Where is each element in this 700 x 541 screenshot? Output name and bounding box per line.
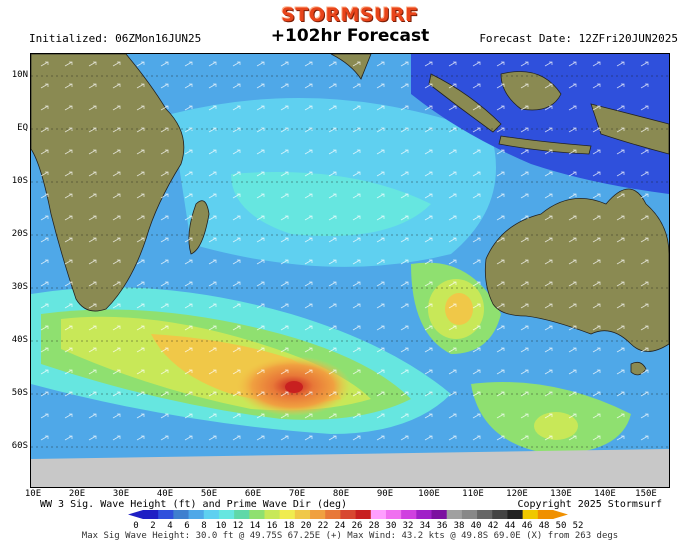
lon-label: 130E (550, 489, 572, 499)
scale-swatch (264, 510, 280, 519)
scale-swatch (477, 510, 493, 519)
lon-label: 10E (25, 489, 41, 499)
scale-label: 10 (216, 521, 227, 531)
scale-label: 52 (573, 521, 584, 531)
scale-swatch (507, 510, 523, 519)
lat-label: 20S (2, 229, 28, 239)
scale-swatch (234, 510, 250, 519)
scale-label: 40 (471, 521, 482, 531)
scale-swatch (432, 510, 448, 519)
max-wave-center (285, 381, 303, 393)
scale-label: 34 (420, 521, 431, 531)
scale-swatch (204, 510, 220, 519)
lon-label: 20E (69, 489, 85, 499)
color-scale-bar (128, 510, 568, 519)
scale-swatch (462, 510, 478, 519)
scale-label: 36 (437, 521, 448, 531)
scale-swatch (538, 510, 554, 519)
scale-label: 46 (522, 521, 533, 531)
scale-label: 26 (352, 521, 363, 531)
scale-label: 32 (403, 521, 414, 531)
lon-label: 50E (201, 489, 217, 499)
scale-swatch (386, 510, 402, 519)
scale-swatch (356, 510, 372, 519)
scale-label: 0 (133, 521, 138, 531)
scale-label: 2 (150, 521, 155, 531)
map-canvas (31, 54, 669, 487)
lat-label: EQ (2, 123, 28, 133)
scale-swatch (219, 510, 235, 519)
scale-swatch (310, 510, 326, 519)
copyright-label: Copyright 2025 Stormsurf (518, 499, 663, 510)
scale-swatch (143, 510, 159, 519)
lat-label: 30S (2, 282, 28, 292)
scale-swatch (249, 510, 265, 519)
lat-label: 60S (2, 441, 28, 451)
lat-label: 10S (2, 176, 28, 186)
lon-label: 40E (157, 489, 173, 499)
product-title: WW 3 Sig. Wave Height (ft) and Prime Wav… (40, 499, 347, 510)
scale-arrow-left (128, 510, 143, 519)
scale-label: 48 (539, 521, 550, 531)
scale-label: 20 (301, 521, 312, 531)
scale-label: 38 (454, 521, 465, 531)
lat-label: 40S (2, 335, 28, 345)
scale-swatch (523, 510, 539, 519)
scale-arrow-right (553, 510, 568, 519)
scale-label: 18 (284, 521, 295, 531)
scale-label: 24 (335, 521, 346, 531)
scale-swatch (189, 510, 205, 519)
scale-swatch (401, 510, 417, 519)
lon-label: 150E (635, 489, 657, 499)
scale-label: 14 (250, 521, 261, 531)
scale-swatch (340, 510, 356, 519)
lon-label: 60E (245, 489, 261, 499)
scale-label: 22 (318, 521, 329, 531)
wave-height-map (30, 53, 670, 488)
lon-label: 80E (333, 489, 349, 499)
scale-label: 30 (386, 521, 397, 531)
scale-swatch (447, 510, 463, 519)
lon-label: 120E (506, 489, 528, 499)
scale-label: 16 (267, 521, 278, 531)
forecast-date-label: Forecast Date: 12ZFri20JUN2025 (479, 32, 678, 45)
scale-swatch (158, 510, 174, 519)
scale-swatch (280, 510, 296, 519)
scale-label: 6 (184, 521, 189, 531)
scale-label: 4 (167, 521, 172, 531)
lon-label: 110E (462, 489, 484, 499)
stormsurf-logo: STORMSURF (0, 4, 700, 26)
scale-swatch (492, 510, 508, 519)
scale-swatch (173, 510, 189, 519)
wa-swell-core (445, 293, 473, 325)
scale-swatch (416, 510, 432, 519)
lat-label: 10N (2, 70, 28, 80)
lon-label: 100E (418, 489, 440, 499)
scale-swatch (371, 510, 387, 519)
scale-label: 12 (233, 521, 244, 531)
scale-label: 8 (201, 521, 206, 531)
scale-label: 50 (556, 521, 567, 531)
lon-label: 30E (113, 489, 129, 499)
scale-label: 44 (505, 521, 516, 531)
lon-label: 90E (377, 489, 393, 499)
lat-label: 50S (2, 388, 28, 398)
scale-swatch (295, 510, 311, 519)
lon-label: 70E (289, 489, 305, 499)
scale-swatch (325, 510, 341, 519)
scale-label: 42 (488, 521, 499, 531)
lon-label: 140E (594, 489, 616, 499)
scale-label: 28 (369, 521, 380, 531)
